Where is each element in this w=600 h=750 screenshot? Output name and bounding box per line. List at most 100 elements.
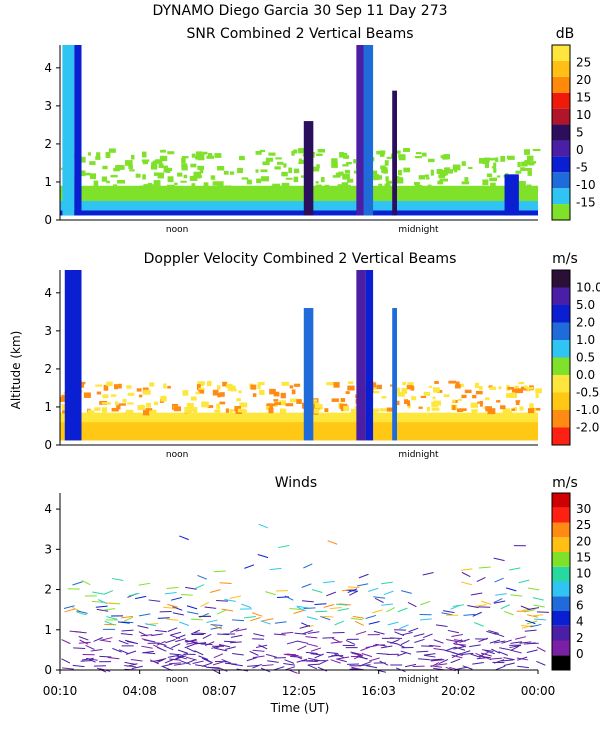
wind-barb	[413, 633, 425, 637]
heat-speckle	[110, 394, 117, 397]
wind-barb	[106, 616, 118, 620]
wind-barb	[374, 597, 384, 604]
wind-barb	[323, 580, 335, 584]
heat-speckle	[384, 170, 388, 173]
heat-speckle	[381, 396, 387, 399]
time-marker-label: midnight	[398, 225, 439, 235]
colorbar-tick-label: 1.0	[576, 333, 595, 347]
heat-speckle	[425, 177, 430, 180]
wind-barb	[500, 604, 510, 610]
wind-barb	[530, 623, 542, 628]
wind-barb	[128, 592, 140, 597]
wind-barb	[195, 584, 205, 590]
heat-speckle	[202, 151, 208, 155]
heat-speckle	[342, 173, 350, 180]
heat-speckle	[427, 184, 432, 189]
wind-barb	[401, 631, 413, 636]
wind-barb	[394, 631, 405, 637]
wind-barb	[297, 645, 307, 651]
wind-barb	[408, 627, 419, 633]
colorbar-swatch	[552, 581, 570, 597]
heat-speckle	[259, 389, 265, 395]
colorbar-tick-label: -15	[576, 196, 596, 210]
wind-barb	[460, 568, 473, 571]
wind-barb	[229, 595, 241, 599]
wind-barb	[368, 587, 379, 592]
wind-barb	[151, 633, 163, 637]
wind-barb	[124, 661, 136, 665]
heat-speckle	[261, 176, 270, 182]
colorbar-tick-label: 15	[576, 550, 591, 564]
heat-speckle	[523, 385, 528, 389]
heat-speckle	[234, 406, 242, 412]
colorbar-swatch	[552, 305, 570, 323]
colorbar-swatch	[552, 287, 570, 305]
wind-barb	[204, 641, 215, 647]
heat-speckle	[222, 381, 228, 387]
y-tick-label: 0	[44, 213, 52, 227]
wind-barb	[231, 663, 243, 667]
wind-barb	[283, 663, 295, 666]
heat-speckle	[216, 403, 220, 409]
heat-speckle	[496, 175, 501, 178]
heat-speckle	[344, 169, 351, 174]
wind-barb	[536, 660, 546, 666]
wind-barb	[494, 632, 505, 638]
heat-speckle	[184, 407, 190, 413]
wind-barb	[305, 636, 318, 639]
heat-speckle	[137, 405, 146, 411]
heat-speckle	[157, 172, 165, 179]
heat-column	[303, 121, 314, 216]
y-axis-label: Altitude (km)	[9, 331, 23, 410]
heat-speckle	[339, 152, 345, 158]
heat-speckle	[484, 162, 489, 168]
heat-speckle	[224, 185, 231, 190]
wind-barb	[190, 618, 203, 621]
heat-speckle	[518, 181, 525, 187]
heat-speckle	[461, 394, 467, 399]
heat-speckle	[189, 407, 196, 412]
wind-barb	[491, 648, 501, 654]
heat-speckle	[384, 160, 389, 166]
heat-speckle	[472, 409, 477, 412]
heat-speckle	[478, 158, 485, 164]
heat-speckle	[514, 385, 519, 389]
colorbar-swatch	[552, 493, 570, 508]
wind-barb	[131, 665, 143, 670]
wind-barb	[459, 650, 471, 655]
heat-speckle	[432, 396, 436, 400]
colorbar-frame	[551, 492, 571, 671]
heat-speckle	[520, 386, 528, 391]
heat-speckle	[142, 174, 146, 180]
colorbar-swatch	[552, 537, 570, 552]
wind-barb	[71, 606, 81, 612]
wind-barb	[498, 651, 508, 656]
heat-speckle	[326, 382, 335, 386]
heat-speckle	[393, 150, 401, 154]
heat-speckle	[125, 160, 133, 166]
wind-barb	[278, 544, 290, 549]
heat-speckle	[90, 410, 95, 414]
colorbar-tick-label: 20	[576, 534, 591, 548]
colorbar-tick-label: 10.0	[576, 281, 600, 295]
heat-speckle	[89, 161, 96, 165]
heat-speckle	[397, 169, 402, 176]
doppler-unit-label: m/s	[552, 251, 578, 267]
colorbar-tick-label: -5	[576, 161, 588, 175]
x-axis-label: Time (UT)	[270, 701, 330, 715]
heat-speckle	[262, 169, 266, 172]
wind-barb	[187, 611, 199, 615]
wind-barb	[184, 639, 197, 644]
heat-speckle	[437, 180, 444, 185]
heat-speckle	[484, 397, 490, 401]
wind-barb	[503, 657, 515, 661]
wind-barb	[503, 662, 515, 666]
heat-speckle	[190, 163, 197, 168]
heat-speckle	[214, 153, 222, 158]
wind-barb	[121, 629, 134, 632]
heat-speckle	[347, 385, 355, 391]
heat-speckle	[198, 388, 205, 394]
heat-speckle	[345, 391, 350, 395]
wind-barb	[306, 616, 318, 620]
wind-barb	[76, 611, 87, 616]
